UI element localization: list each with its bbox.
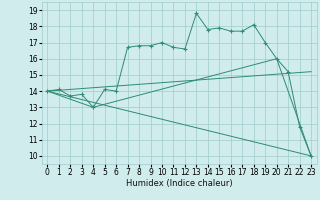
X-axis label: Humidex (Indice chaleur): Humidex (Indice chaleur) — [126, 179, 233, 188]
